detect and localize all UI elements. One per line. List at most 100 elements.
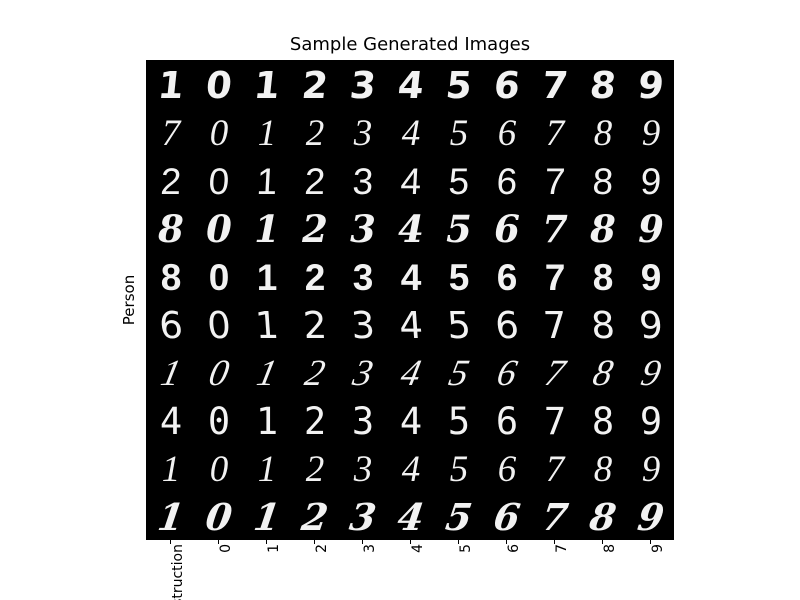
x-tick-2: 1 <box>243 540 291 600</box>
digit-image-r9-c5: 4 <box>395 494 428 539</box>
digit-image-r3-c9: 8 <box>590 206 616 251</box>
digit-image-r8-c3: 2 <box>305 448 325 490</box>
digit-image-r2-c4: 3 <box>351 160 375 202</box>
digit-image-r2-c2: 1 <box>255 160 279 202</box>
x-tick-1: 0 <box>195 540 243 600</box>
digit-image-r5-c0: 6 <box>157 303 185 347</box>
digit-image-r1-c10: 9 <box>641 112 661 154</box>
digit-image-r2-c3: 2 <box>303 160 327 202</box>
digit-image-r9-c6: 5 <box>443 494 476 539</box>
digit-image-r4-c2: 1 <box>256 256 278 298</box>
digit-image-r0-c9: 8 <box>587 63 619 107</box>
digit-image-r8-c7: 6 <box>497 448 517 490</box>
digit-image-r9-c1: 0 <box>203 494 236 539</box>
x-tick-mark <box>554 540 555 544</box>
digit-image-r5-c1: 0 <box>205 303 233 347</box>
digit-image-r7-c3: 2 <box>303 399 327 443</box>
digit-image-r5-c5: 4 <box>397 303 425 347</box>
digit-image-r0-c6: 5 <box>443 63 475 107</box>
digit-image-r4-c9: 8 <box>592 256 614 298</box>
digit-image-r3-c6: 5 <box>446 206 472 251</box>
x-tick-5: 4 <box>387 540 435 600</box>
digit-image-r8-c9: 8 <box>593 448 613 490</box>
digit-image-r3-c1: 0 <box>206 206 232 251</box>
digit-image-r9-c4: 3 <box>347 494 380 539</box>
digit-image-r4-c3: 2 <box>304 256 326 298</box>
digit-image-r7-c8: 7 <box>543 399 567 443</box>
x-tick-mark <box>650 540 651 544</box>
x-tick-label: Reconstruction <box>170 544 186 600</box>
x-tick-mark <box>218 540 219 544</box>
digit-image-r8-c4: 3 <box>353 448 373 490</box>
digit-image-r7-c9: 8 <box>591 399 615 443</box>
digit-image-r5-c8: 7 <box>541 303 569 347</box>
x-tick-mark <box>314 540 315 544</box>
digit-image-r9-c7: 6 <box>491 494 524 539</box>
figure-title: Sample Generated Images <box>289 34 531 55</box>
x-tick-mark <box>410 540 411 544</box>
digit-image-r8-c1: 0 <box>209 448 229 490</box>
x-tick-3: 2 <box>291 540 339 600</box>
digit-image-r5-c9: 8 <box>589 303 617 347</box>
digit-image-r1-c4: 3 <box>353 112 373 154</box>
digit-image-r0-c7: 6 <box>491 63 523 107</box>
digit-image-r2-c5: 4 <box>399 160 423 202</box>
digit-image-r7-c7: 6 <box>495 399 519 443</box>
digit-image-r0-c1: 0 <box>203 63 235 107</box>
digit-image-r9-c10: 9 <box>635 494 668 539</box>
x-tick-label: 3 <box>362 544 378 553</box>
digit-image-r0-c4: 3 <box>347 63 379 107</box>
digit-image-r3-c5: 4 <box>398 206 424 251</box>
digit-image-r3-c2: 1 <box>254 206 280 251</box>
digit-image-r1-c8: 7 <box>545 112 565 154</box>
digit-image-r1-c5: 4 <box>401 112 421 154</box>
digit-image-r4-c6: 5 <box>448 256 470 298</box>
digit-image-r7-c0: 4 <box>159 399 183 443</box>
digit-image-r1-c0: 7 <box>161 112 181 154</box>
digit-image-r9-c8: 7 <box>539 494 572 539</box>
digit-image-r9-c9: 8 <box>587 494 620 539</box>
digit-image-r0-c10: 9 <box>635 63 667 107</box>
digit-image-r0-c0: 1 <box>155 63 187 107</box>
digit-image-r8-c0: 1 <box>161 448 181 490</box>
digit-image-r1-c2: 1 <box>257 112 277 154</box>
digit-image-r3-c8: 7 <box>542 206 568 251</box>
digit-image-r9-c2: 1 <box>251 494 284 539</box>
digit-image-r0-c3: 2 <box>299 63 331 107</box>
digit-image-r8-c8: 7 <box>545 448 565 490</box>
digit-image-r7-c4: 3 <box>351 399 375 443</box>
digit-image-r8-c5: 4 <box>401 448 421 490</box>
digit-image-r8-c6: 5 <box>449 448 469 490</box>
x-tick-label: 6 <box>506 544 522 553</box>
digit-image-r5-c7: 6 <box>493 303 521 347</box>
digit-image-r1-c1: 0 <box>209 112 229 154</box>
digit-image-r0-c5: 4 <box>395 63 427 107</box>
digit-image-r4-c10: 9 <box>640 256 662 298</box>
digit-image-r2-c7: 6 <box>495 160 519 202</box>
digit-image-r1-c7: 6 <box>497 112 517 154</box>
digit-image-r8-c10: 9 <box>641 448 661 490</box>
x-tick-mark <box>170 540 171 544</box>
x-tick-mark <box>506 540 507 544</box>
digit-image-r5-c10: 9 <box>637 303 665 347</box>
x-tick-9: 8 <box>579 540 627 600</box>
digit-image-r4-c4: 3 <box>352 256 374 298</box>
digit-image-r7-c10: 9 <box>639 399 663 443</box>
x-tick-mark <box>458 540 459 544</box>
digit-image-r5-c2: 1 <box>253 303 281 347</box>
digit-image-r1-c6: 5 <box>449 112 469 154</box>
x-tick-0: Reconstruction <box>147 540 195 600</box>
x-tick-label: 1 <box>266 544 282 553</box>
digit-image-r2-c6: 5 <box>447 160 471 202</box>
digit-image-r2-c1: 0 <box>207 160 231 202</box>
digit-image-r2-c0: 2 <box>159 160 183 202</box>
x-tick-7: 6 <box>483 540 531 600</box>
x-tick-label: 4 <box>410 544 426 553</box>
digit-image-r9-c3: 2 <box>299 494 332 539</box>
digit-image-r6-c10: 9 <box>637 352 665 394</box>
digit-image-r5-c6: 5 <box>445 303 473 347</box>
x-tick-4: 3 <box>339 540 387 600</box>
y-axis-label: Person <box>120 274 138 326</box>
